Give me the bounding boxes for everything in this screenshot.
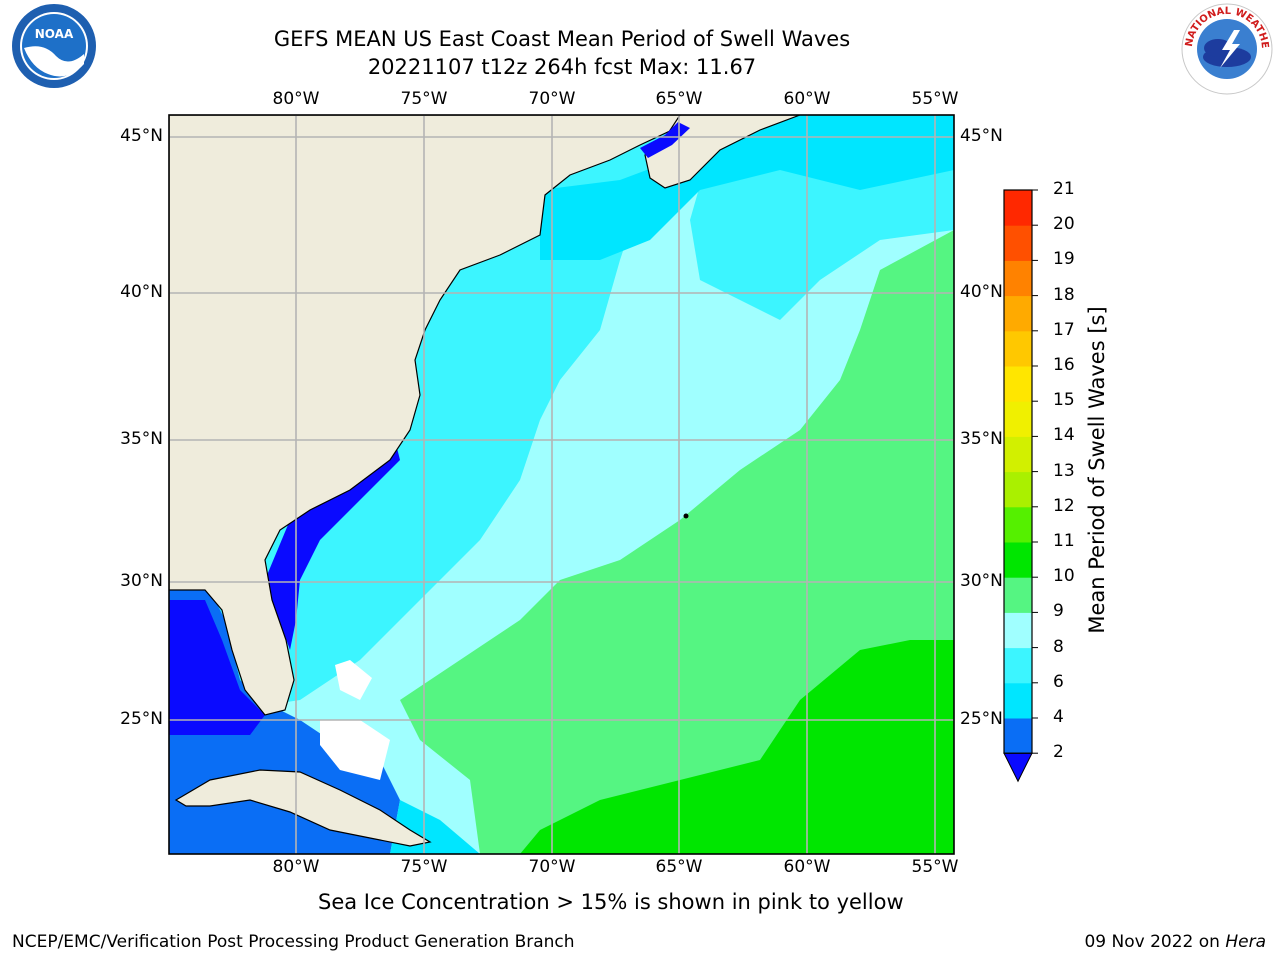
bahamas-banks	[320, 720, 390, 780]
colorbar-label-6: 6	[1053, 671, 1064, 692]
colorbar-label-20: 20	[1053, 214, 1075, 235]
colorbar-band-10-11	[1004, 542, 1032, 578]
footer-branch: NCEP/EMC/Verification Post Processing Pr…	[12, 932, 575, 952]
colorbar-band-11-12	[1004, 506, 1032, 543]
footer-date-host: 09 Nov 2022 on Hera	[1084, 932, 1266, 952]
colorbar-band-8-9	[1004, 612, 1032, 649]
colorbar	[1003, 189, 1038, 783]
colorbar-band-20-21	[1004, 190, 1032, 226]
colorbar-band-13-14	[1004, 436, 1032, 473]
lat-label-left-25n: 25°N	[120, 709, 163, 729]
lat-label-left-45n: 45°N	[120, 126, 163, 146]
lat-label-right-30n: 30°N	[960, 571, 1003, 591]
colorbar-label-21: 21	[1053, 179, 1075, 199]
lat-label-left-30n: 30°N	[120, 571, 163, 591]
lat-label-right-45n: 45°N	[960, 126, 1003, 146]
nws-logo: NATIONAL WEATHER SERVICE	[1178, 2, 1273, 95]
map-graticule	[169, 115, 954, 854]
lon-label-top-65w: 65°W	[655, 89, 703, 109]
colorbar-label-2: 2	[1053, 742, 1064, 763]
noaa-logo: NOAA	[12, 4, 96, 88]
lon-label-bottom-65w: 65°W	[655, 857, 703, 877]
lat-label-right-35n: 35°N	[960, 429, 1003, 449]
colorbar-label-8: 8	[1053, 636, 1064, 657]
colorbar-label-15: 15	[1053, 390, 1075, 411]
colorbar-label-14: 14	[1053, 425, 1075, 446]
colorbar-label-19: 19	[1053, 249, 1075, 270]
colorbar-label-11: 11	[1053, 531, 1075, 551]
ocean-field-2-4s-coast	[265, 440, 400, 650]
map-title: GEFS MEAN US East Coast Mean Period of S…	[273, 27, 851, 51]
noaa-logo-text: NOAA	[35, 27, 74, 41]
colorbar-label-13: 13	[1053, 460, 1075, 481]
map-frame	[168, 114, 955, 855]
land-cuba	[174, 769, 432, 847]
colorbar-label-18: 18	[1053, 284, 1075, 305]
colorbar-band-16-17	[1004, 330, 1032, 367]
colorbar-label-4: 4	[1053, 707, 1064, 727]
lon-label-top-80w: 80°W	[272, 89, 320, 109]
colorbar-label-10: 10	[1053, 566, 1075, 587]
lat-label-left-35n: 35°N	[120, 429, 163, 449]
colorbar-band-12-13	[1004, 471, 1032, 508]
colorbar-band-18-19	[1004, 260, 1032, 297]
colorbar-band-4-6	[1004, 682, 1032, 719]
colorbar-band-6-8	[1004, 647, 1032, 684]
lon-label-bottom-60w: 60°W	[783, 857, 831, 877]
lon-label-top-75w: 75°W	[400, 89, 448, 109]
colorbar-band-17-18	[1004, 295, 1032, 332]
colorbar-label-17: 17	[1053, 319, 1075, 340]
colorbar-band-9-10	[1004, 577, 1032, 613]
lat-label-right-40n: 40°N	[960, 282, 1003, 302]
colorbar-label-16: 16	[1053, 355, 1075, 375]
colorbar-label-12: 12	[1053, 495, 1075, 516]
lon-label-top-60w: 60°W	[783, 89, 831, 109]
map-subtitle-forecast: 20221107 t12z 264h fcst Max: 11.67	[367, 55, 757, 79]
lon-label-top-70w: 70°W	[528, 89, 576, 109]
sea-ice-note: Sea Ice Concentration > 15% is shown in …	[318, 890, 904, 914]
lon-label-top-55w: 55°W	[911, 89, 959, 109]
ocean-field-4-6s	[540, 115, 954, 260]
footer-host: Hera	[1225, 932, 1266, 952]
colorbar-label-9: 9	[1053, 601, 1064, 622]
lon-label-bottom-75w: 75°W	[400, 857, 448, 877]
colorbar-extension-below-2	[1003, 752, 1033, 783]
lon-label-bottom-80w: 80°W	[272, 857, 320, 877]
colorbar-band-15-16	[1004, 366, 1032, 402]
lon-label-bottom-55w: 55°W	[911, 857, 959, 877]
bermuda	[683, 513, 689, 519]
lon-label-bottom-70w: 70°W	[528, 857, 576, 877]
lat-label-right-25n: 25°N	[960, 709, 1003, 729]
footer-date: 09 Nov 2022 on	[1084, 932, 1226, 952]
colorbar-band-14-15	[1004, 401, 1032, 437]
colorbar-band-2-4	[1004, 718, 1032, 754]
colorbar-title: Mean Period of Swell Waves [s]	[1085, 306, 1109, 634]
lat-label-left-40n: 40°N	[120, 282, 163, 302]
colorbar-band-19-20	[1004, 225, 1032, 261]
